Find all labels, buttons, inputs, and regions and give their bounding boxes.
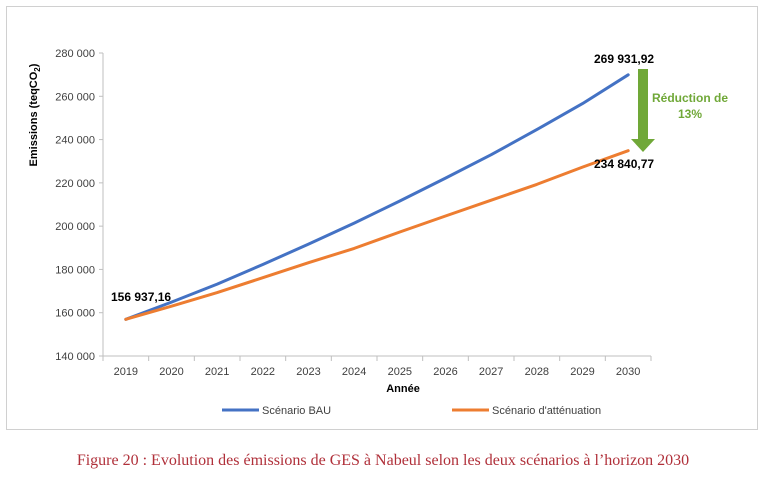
x-tick-label: 2020 xyxy=(159,366,183,378)
series-line-attenuation xyxy=(124,149,630,321)
figure-caption: Figure 20 : Evolution des émissions de G… xyxy=(76,452,690,469)
y-tick-label: 180 000 xyxy=(55,264,95,276)
reduction-arrow-icon xyxy=(631,69,655,152)
x-tick-label: 2026 xyxy=(433,366,457,378)
y-ticks: 140 000 160 000 180 000 200 000 220 000 240 0… xyxy=(55,48,103,363)
y-tick-label: 220 000 xyxy=(55,178,95,190)
series-line-bau xyxy=(124,73,630,321)
data-label-start: 156 937,16 xyxy=(111,290,171,304)
x-ticks: 2019 2020 2021 2022 2023 2024 2025 2026 2027 2028… xyxy=(102,356,652,378)
legend-label-attenuation: Scénario d'atténuation xyxy=(492,405,601,417)
y-axis-title-subscript: 2 xyxy=(33,67,42,72)
y-tick-label: 140 000 xyxy=(55,351,95,363)
x-tick-label: 2025 xyxy=(388,366,412,378)
x-tick-label: 2019 xyxy=(114,366,138,378)
y-axis-title: Emissions (teqCO2) xyxy=(28,63,42,166)
y-tick-label: 280 000 xyxy=(55,48,95,60)
y-axis-title-main: Emissions (teqCO xyxy=(28,71,40,166)
y-tick-label: 200 000 xyxy=(55,221,95,233)
x-tick-label: 2023 xyxy=(296,366,320,378)
reduction-annotation-line2: 13% xyxy=(678,107,702,121)
legend-label-bau: Scénario BAU xyxy=(262,405,331,417)
x-tick-label: 2022 xyxy=(251,366,275,378)
data-label-bau-end: 269 931,92 xyxy=(594,52,654,66)
x-tick-label: 2021 xyxy=(205,366,229,378)
x-tick-label: 2030 xyxy=(616,366,640,378)
x-tick-label: 2024 xyxy=(342,366,366,378)
x-axis-title: Année xyxy=(386,383,420,395)
data-label-att-end: 234 840,77 xyxy=(594,157,654,171)
y-tick-label: 260 000 xyxy=(55,91,95,103)
y-axis-title-end: ) xyxy=(28,63,40,67)
legend: Scénario BAU Scénario d'atténuation xyxy=(222,405,601,417)
x-tick-label: 2027 xyxy=(479,366,503,378)
emissions-line-chart: 140 000 160 000 180 000 200 000 220 000 240 0… xyxy=(28,48,728,417)
reduction-annotation-line1: Réduction de xyxy=(652,91,728,105)
chart-frame: 140 000 160 000 180 000 200 000 220 000 240 0… xyxy=(6,6,758,430)
x-tick-label: 2029 xyxy=(570,366,594,378)
x-tick-label: 2028 xyxy=(525,366,549,378)
y-tick-label: 160 000 xyxy=(55,308,95,320)
series-lines xyxy=(124,73,630,321)
y-tick-label: 240 000 xyxy=(55,135,95,147)
